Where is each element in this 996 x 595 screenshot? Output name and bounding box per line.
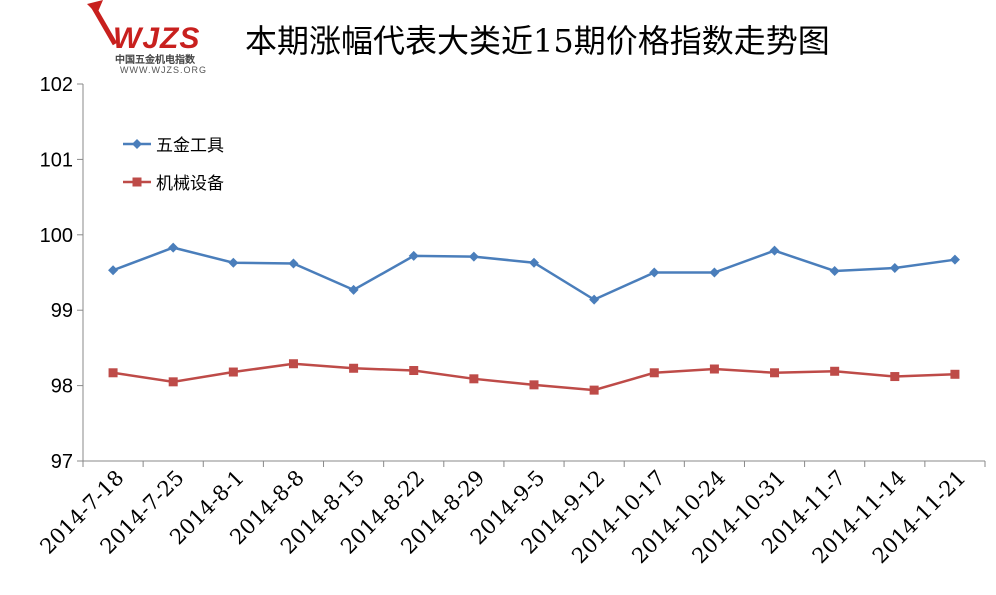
data-point (168, 377, 178, 387)
y-tick-label: 100 (40, 225, 73, 247)
data-point (649, 267, 660, 278)
y-tick-label: 97 (51, 451, 73, 473)
data-point (529, 257, 539, 268)
logo-mark: WJZS (113, 22, 201, 55)
data-point (349, 363, 359, 373)
data-point (890, 372, 900, 382)
data-point (468, 251, 479, 262)
logo-url: WWW.WJZS.ORG (120, 65, 207, 75)
data-point (228, 257, 239, 268)
data-point (949, 254, 960, 265)
data-point (288, 258, 299, 269)
data-point (830, 366, 840, 376)
data-point (950, 369, 960, 379)
y-tick-label: 98 (51, 376, 73, 398)
data-point (408, 250, 419, 261)
chart-title: 本期涨幅代表大类近15期价格指数走势图 (245, 22, 830, 60)
data-point (108, 265, 119, 276)
data-point (409, 366, 419, 376)
data-point (108, 368, 118, 378)
y-tick-label: 99 (51, 300, 73, 322)
data-point (889, 262, 900, 273)
legend-label: 五金工具 (156, 136, 224, 156)
series-line-1 (112, 246, 956, 302)
legend-label: 机械设备 (156, 174, 224, 194)
data-point (649, 368, 659, 378)
data-point (288, 359, 298, 369)
legend-marker (132, 177, 142, 187)
logo-name: 中国五金机电指数 (115, 55, 195, 66)
data-point (228, 367, 238, 377)
data-point (829, 265, 840, 276)
logo-arrow-icon (87, 0, 118, 46)
data-point (709, 267, 720, 278)
data-point (769, 245, 780, 256)
y-tick-label: 101 (40, 149, 73, 171)
data-point (709, 364, 719, 374)
data-point (589, 294, 600, 305)
data-point (469, 374, 479, 384)
data-point (589, 385, 599, 395)
y-tick-label: 102 (40, 74, 73, 96)
legend-marker (132, 139, 142, 149)
data-point (168, 242, 179, 253)
data-point (770, 368, 780, 378)
data-point (348, 284, 359, 295)
wjzs-logo (85, 0, 235, 78)
data-point (529, 380, 539, 390)
